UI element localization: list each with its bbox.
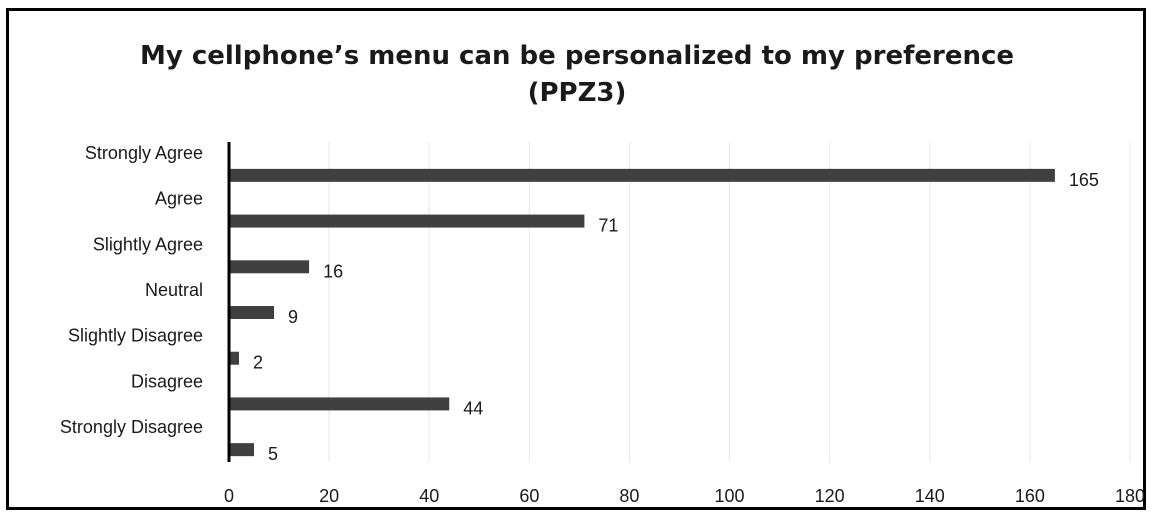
x-tick-labels: 0 20 40 60 80 100 120 140 160 180 [224, 486, 1145, 506]
category-label: Strongly Agree [85, 143, 203, 163]
x-tick-label: 180 [1115, 486, 1145, 506]
x-tick-label: 80 [619, 486, 639, 506]
chart-title-line-2: (PPZ3) [528, 78, 627, 108]
category-label: Agree [155, 189, 203, 209]
x-tick-label: 160 [1015, 486, 1045, 506]
bar [229, 443, 255, 457]
bar [229, 214, 585, 228]
data-label: 44 [463, 398, 483, 418]
bar [229, 168, 1055, 182]
x-tick-label: 40 [419, 486, 439, 506]
data-label: 2 [253, 353, 263, 373]
x-tick-label: 140 [915, 486, 945, 506]
data-label: 71 [598, 216, 618, 236]
data-label: 165 [1069, 170, 1099, 190]
x-tick-label: 20 [319, 486, 339, 506]
data-labels: 165 71 16 9 2 44 5 [253, 170, 1099, 464]
x-tick-label: 0 [224, 486, 234, 506]
category-label: Slightly Disagree [68, 326, 203, 346]
x-tick-label: 120 [815, 486, 845, 506]
data-label: 5 [268, 444, 278, 464]
data-label: 9 [288, 307, 298, 327]
chart-frame [6, 8, 1146, 510]
category-labels: Strongly Agree Agree Slightly Agree Neutral… [60, 143, 203, 437]
bar [229, 351, 240, 365]
gridlines [328, 142, 1131, 462]
x-tick-label: 100 [715, 486, 745, 506]
bar [229, 260, 310, 274]
bar [229, 306, 275, 319]
bars [229, 168, 1055, 457]
chart-title-line-1: My cellphone’s menu can be personalized … [140, 41, 1014, 71]
category-label: Neutral [145, 280, 203, 300]
bar [229, 397, 450, 411]
data-label: 16 [323, 261, 343, 281]
category-label: Strongly Disagree [60, 417, 203, 437]
category-label: Slightly Agree [93, 234, 203, 254]
x-tick-label: 60 [519, 486, 539, 506]
category-label: Disagree [131, 371, 203, 391]
